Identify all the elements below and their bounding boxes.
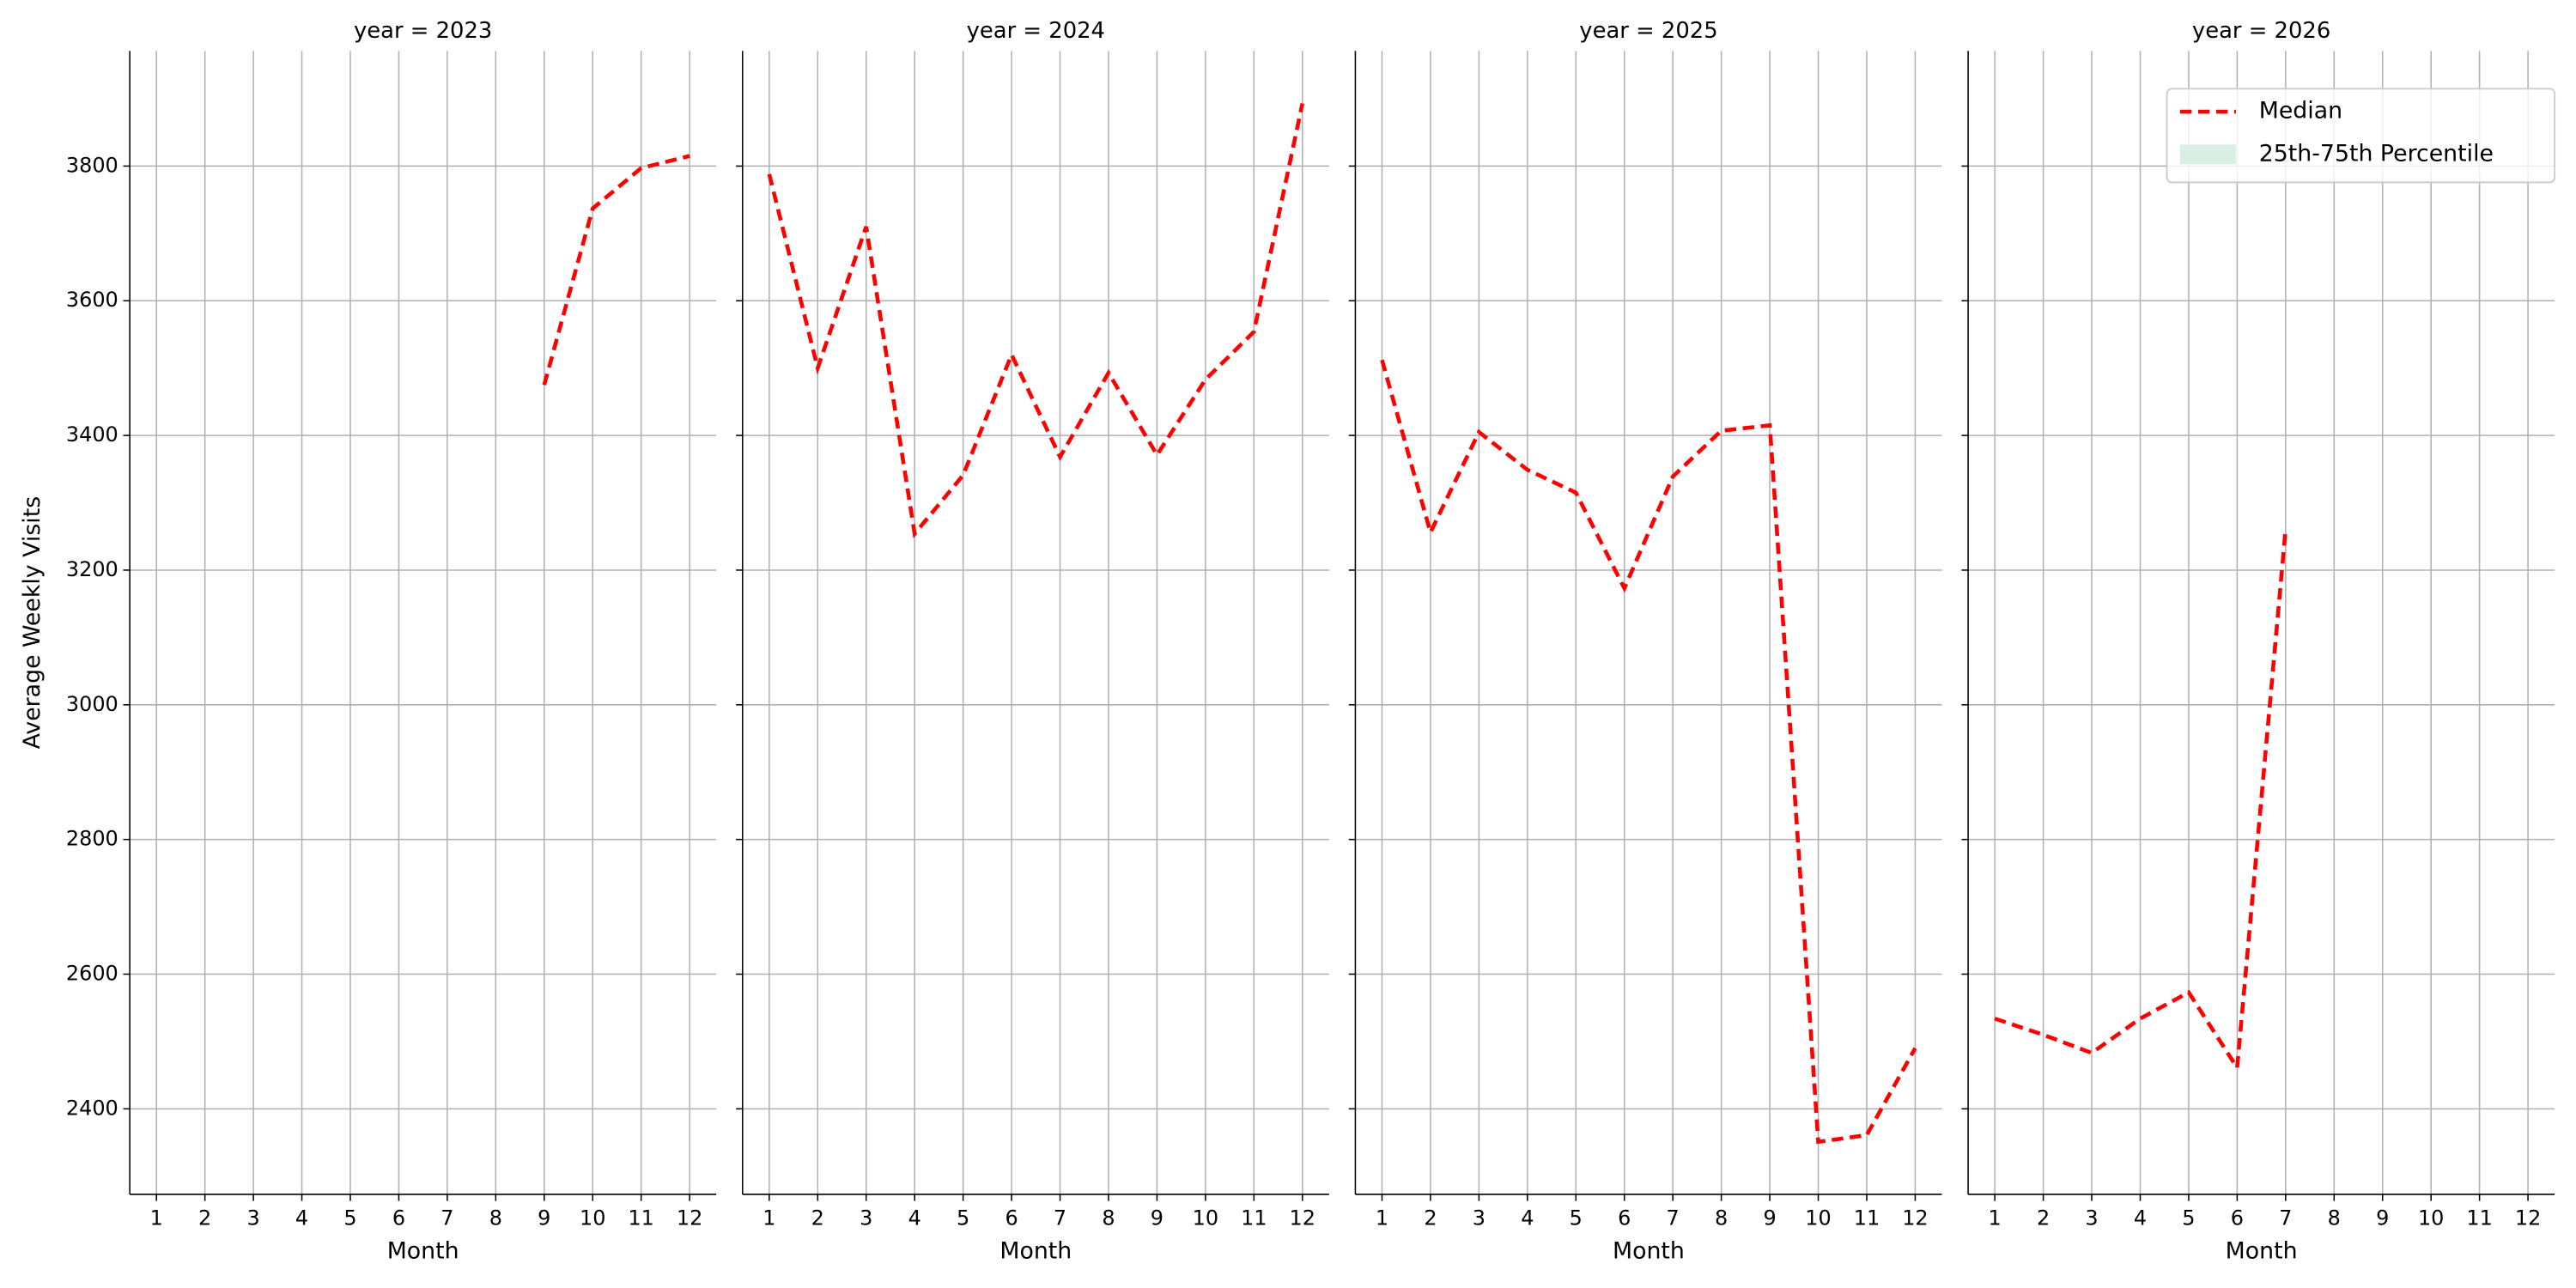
x-tick-label: 12 — [677, 1206, 702, 1230]
x-tick-label: 4 — [908, 1206, 921, 1230]
x-tick-label: 6 — [2231, 1206, 2244, 1230]
x-tick-label: 5 — [343, 1206, 356, 1230]
facet-title: year = 2025 — [1579, 18, 1717, 44]
x-tick-label: 11 — [2466, 1206, 2492, 1230]
x-tick-label: 6 — [1005, 1206, 1018, 1230]
y-tick-label: 2600 — [66, 961, 118, 985]
x-tick-label: 2 — [1424, 1206, 1437, 1230]
x-tick-label: 3 — [246, 1206, 259, 1230]
x-tick-label: 1 — [150, 1206, 163, 1230]
x-tick-label: 2 — [2037, 1206, 2050, 1230]
x-tick-label: 2 — [198, 1206, 211, 1230]
x-tick-label: 6 — [1618, 1206, 1631, 1230]
x-tick-label: 5 — [2182, 1206, 2195, 1230]
x-tick-label: 4 — [2134, 1206, 2147, 1230]
x-tick-label: 5 — [957, 1206, 969, 1230]
x-tick-label: 1 — [1376, 1206, 1388, 1230]
x-tick-label: 9 — [1763, 1206, 1776, 1230]
x-tick-label: 12 — [2515, 1206, 2541, 1230]
x-tick-label: 3 — [1473, 1206, 1485, 1230]
facet-title: year = 2023 — [354, 18, 492, 44]
median-line — [767, 103, 1305, 538]
x-axis-label: Month — [999, 1237, 1072, 1264]
legend: Median 25th-75th Percentile — [2166, 88, 2556, 184]
x-tick-label: 7 — [2279, 1206, 2292, 1230]
legend-label: Median — [2259, 98, 2342, 125]
y-tick-label: 3800 — [66, 153, 118, 177]
legend-label: 25th-75th Percentile — [2259, 140, 2494, 167]
x-tick-label: 7 — [1667, 1206, 1680, 1230]
x-tick-label: 12 — [1902, 1206, 1928, 1230]
x-tick-label: 4 — [295, 1206, 308, 1230]
legend-swatch — [2179, 144, 2236, 165]
y-tick-label: 3200 — [66, 557, 118, 581]
y-tick-label: 3000 — [66, 692, 118, 716]
facet-title: year = 2026 — [2192, 18, 2330, 44]
facet-title: year = 2024 — [967, 18, 1105, 44]
x-tick-label: 9 — [2376, 1206, 2389, 1230]
x-tick-label: 9 — [538, 1206, 550, 1230]
x-tick-label: 10 — [580, 1206, 605, 1230]
x-tick-label: 10 — [1805, 1206, 1831, 1230]
x-tick-label: 11 — [1241, 1206, 1267, 1230]
x-tick-label: 7 — [440, 1206, 453, 1230]
x-tick-label: 10 — [1193, 1206, 1218, 1230]
x-tick-label: 12 — [1290, 1206, 1315, 1230]
x-axis-label: Month — [1613, 1237, 1685, 1264]
x-tick-label: 1 — [1989, 1206, 2002, 1230]
x-tick-label: 1 — [762, 1206, 775, 1230]
median-line — [542, 154, 690, 386]
x-tick-label: 8 — [1715, 1206, 1728, 1230]
y-tick-label: 3400 — [66, 422, 118, 447]
x-axis-label: Month — [387, 1237, 459, 1264]
y-tick-label: 2800 — [66, 827, 118, 851]
x-tick-label: 9 — [1151, 1206, 1163, 1230]
x-tick-label: 11 — [628, 1206, 653, 1230]
x-tick-label: 8 — [2328, 1206, 2341, 1230]
x-tick-label: 11 — [1854, 1206, 1880, 1230]
y-tick-label: 2400 — [66, 1096, 118, 1120]
x-tick-label: 10 — [2418, 1206, 2444, 1230]
y-axis-label: Average Weekly Visits — [19, 496, 46, 750]
median-line — [1380, 359, 1917, 1145]
x-tick-label: 6 — [392, 1206, 405, 1230]
x-axis-label: Month — [2226, 1237, 2298, 1264]
y-tick-label: 3600 — [66, 288, 118, 312]
x-tick-label: 2 — [811, 1206, 824, 1230]
x-tick-label: 8 — [489, 1206, 502, 1230]
x-tick-label: 4 — [1521, 1206, 1534, 1230]
x-tick-label: 5 — [1570, 1206, 1583, 1230]
x-tick-label: 3 — [860, 1206, 872, 1230]
x-tick-label: 7 — [1054, 1206, 1066, 1230]
x-tick-label: 8 — [1102, 1206, 1115, 1230]
x-tick-label: 3 — [2085, 1206, 2098, 1230]
legend-box — [2166, 88, 2556, 184]
